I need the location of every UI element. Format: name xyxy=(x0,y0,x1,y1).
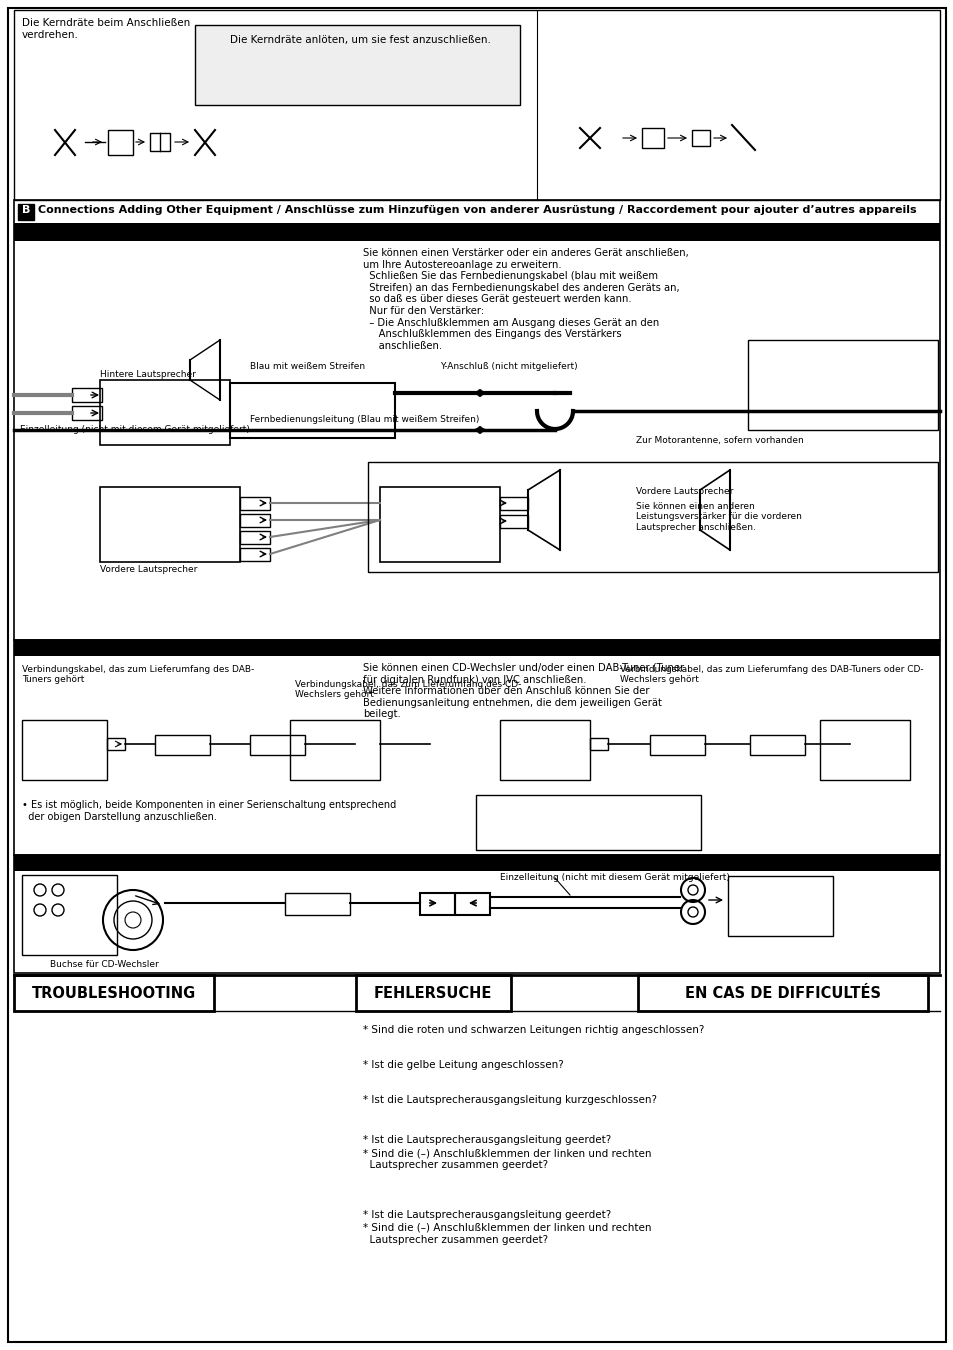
Bar xyxy=(240,497,270,510)
Bar xyxy=(379,487,499,562)
Bar xyxy=(14,975,213,1011)
Text: Vordere Lautsprecher: Vordere Lautsprecher xyxy=(636,487,733,495)
Text: * Sind die (–) Anschlußklemmen der linken und rechten
  Lautsprecher zusammen ge: * Sind die (–) Anschlußklemmen der linke… xyxy=(363,1223,651,1245)
Text: Zur Motorantenne, sofern vorhanden: Zur Motorantenne, sofern vorhanden xyxy=(636,436,803,446)
Text: Hintere Lautsprecher: Hintere Lautsprecher xyxy=(100,370,195,379)
Bar xyxy=(18,204,34,220)
Text: * Ist die Lautsprecherausgangsleitung geerdet?: * Ist die Lautsprecherausgangsleitung ge… xyxy=(363,1135,611,1145)
Bar xyxy=(100,487,240,562)
Bar xyxy=(285,892,350,915)
Bar xyxy=(691,130,709,146)
Text: Buchse für CD-Wechsler: Buchse für CD-Wechsler xyxy=(50,960,158,969)
Bar xyxy=(14,9,939,200)
Bar xyxy=(22,720,107,780)
Bar xyxy=(641,128,663,148)
Text: Verbindungskabel, das zum Lieferumfang des CD-
Wechslers gehört: Verbindungskabel, das zum Lieferumfang d… xyxy=(294,680,521,699)
Text: * Ist die Lautsprecherausgangsleitung geerdet?: * Ist die Lautsprecherausgangsleitung ge… xyxy=(363,1210,611,1220)
Bar xyxy=(14,640,939,656)
Text: Einzelleitung (nicht mit diesem Gerät mitgeliefert): Einzelleitung (nicht mit diesem Gerät mi… xyxy=(20,425,250,433)
Text: * Ist die Lautsprecherausgangsleitung kurzgeschlossen?: * Ist die Lautsprecherausgangsleitung ku… xyxy=(363,1095,657,1106)
Bar xyxy=(455,892,490,915)
Bar xyxy=(194,26,519,105)
Bar xyxy=(250,734,305,755)
Bar xyxy=(727,876,832,936)
Text: Verbindungskabel, das zum Lieferumfang des DAB-
Tuners gehört: Verbindungskabel, das zum Lieferumfang d… xyxy=(22,666,254,684)
Bar xyxy=(14,223,939,242)
Text: * Sind die roten und schwarzen Leitungen richtig angeschlossen?: * Sind die roten und schwarzen Leitungen… xyxy=(363,1025,703,1035)
Bar xyxy=(150,134,170,151)
Bar xyxy=(107,738,125,751)
Bar xyxy=(589,738,607,751)
Bar xyxy=(290,720,379,780)
Text: FEHLERSUCHE: FEHLERSUCHE xyxy=(374,986,492,1000)
Bar xyxy=(22,875,117,954)
Bar xyxy=(476,795,700,850)
Bar xyxy=(499,497,527,510)
Text: Verbindungskabel, das zum Lieferumfang des DAB-Tuners oder CD-
Wechslers gehört: Verbindungskabel, das zum Lieferumfang d… xyxy=(619,666,923,684)
Bar xyxy=(108,130,132,155)
Text: Die Kerndräte beim Anschließen
verdrehen.: Die Kerndräte beim Anschließen verdrehen… xyxy=(22,18,190,39)
Text: Einzelleitung (nicht mit diesem Gerät mitgeliefert): Einzelleitung (nicht mit diesem Gerät mi… xyxy=(499,873,729,882)
Text: Fernbedienungsleitung (Blau mit weißem Streifen): Fernbedienungsleitung (Blau mit weißem S… xyxy=(250,414,478,424)
Bar xyxy=(71,387,102,402)
Bar xyxy=(240,531,270,544)
Text: Y-Anschluß (nicht mitgeliefert): Y-Anschluß (nicht mitgeliefert) xyxy=(439,362,577,371)
Text: EN CAS DE DIFFICULTÉS: EN CAS DE DIFFICULTÉS xyxy=(684,986,880,1000)
Text: * Sind die (–) Anschlußklemmen der linken und rechten
  Lautsprecher zusammen ge: * Sind die (–) Anschlußklemmen der linke… xyxy=(363,1148,651,1169)
Text: Sie können einen Verstärker oder ein anderes Gerät anschließen,
um Ihre Autoster: Sie können einen Verstärker oder ein and… xyxy=(363,248,688,351)
Bar xyxy=(230,383,395,437)
Bar xyxy=(240,514,270,526)
Bar xyxy=(14,640,939,855)
Text: TROUBLESHOOTING: TROUBLESHOOTING xyxy=(31,986,196,1000)
Bar xyxy=(71,406,102,420)
Bar xyxy=(240,548,270,562)
Text: Vordere Lautsprecher: Vordere Lautsprecher xyxy=(100,566,197,574)
Text: Connections Adding Other Equipment / Anschlüsse zum Hinzufügen von anderer Ausrü: Connections Adding Other Equipment / Ans… xyxy=(38,205,916,215)
Bar xyxy=(749,734,804,755)
Text: B: B xyxy=(22,205,30,215)
Bar xyxy=(499,514,527,528)
Text: • Es ist möglich, beide Komponenten in einer Serienschaltung entsprechend
  der : • Es ist möglich, beide Komponenten in e… xyxy=(22,801,395,822)
Bar xyxy=(14,855,939,871)
Text: Sie können einen CD-Wechsler und/oder einen DAB-Tuner (Tuner
für digitalen Rundf: Sie können einen CD-Wechsler und/oder ei… xyxy=(363,663,683,720)
Bar xyxy=(14,855,939,973)
Bar xyxy=(355,975,511,1011)
Bar xyxy=(419,892,455,915)
Bar xyxy=(499,720,589,780)
Text: * Ist die gelbe Leitung angeschlossen?: * Ist die gelbe Leitung angeschlossen? xyxy=(363,1060,563,1071)
Bar xyxy=(154,734,210,755)
Bar xyxy=(638,975,927,1011)
Bar xyxy=(820,720,909,780)
Bar xyxy=(100,379,230,446)
Bar xyxy=(649,734,704,755)
Text: Sie können einen anderen
Leistungsverstärker für die vorderen
Lautsprecher ansch: Sie können einen anderen Leistungsverstä… xyxy=(636,502,801,532)
Bar xyxy=(14,200,939,640)
Text: Die Kerndräte anlöten, um sie fest anzuschließen.: Die Kerndräte anlöten, um sie fest anzus… xyxy=(230,35,491,45)
Bar xyxy=(368,462,937,572)
Bar xyxy=(747,340,937,431)
Text: Blau mit weißem Streifen: Blau mit weißem Streifen xyxy=(250,362,365,371)
